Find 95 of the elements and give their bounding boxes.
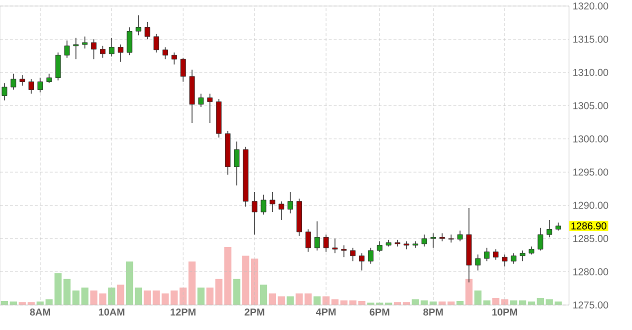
y-tick-label: 1315.00 [573,36,608,43]
candlestick [20,74,26,86]
candlestick [55,52,61,81]
candlestick [198,93,204,108]
x-tick-label: 2PM [244,308,264,316]
x-tick-label: 4PM [316,308,336,316]
candlestick [136,14,142,36]
candlestick [314,220,320,251]
candlestick [305,228,311,252]
candlestick [28,78,34,94]
candlestick [144,22,150,40]
y-tick-label: 1285.00 [573,235,608,242]
bar [72,290,80,305]
candlestick [404,240,410,250]
candlestick [412,240,418,248]
candlestick [162,46,168,60]
bar [54,273,62,305]
candlestick [278,200,284,220]
candlestick [484,247,490,262]
candlestick [359,252,365,271]
bar [134,288,142,305]
bar [260,284,268,305]
candlestick [341,244,347,258]
candlestick [475,254,481,271]
candlestick [73,37,79,60]
candlestick [510,252,516,264]
candlestick [448,234,454,243]
candlestick [207,93,213,124]
bar [206,288,214,305]
candlestick [154,34,160,53]
candlestick [46,73,52,84]
candlestick [538,228,544,251]
candlestick [350,247,356,262]
x-tick-label: 10AM [98,308,124,316]
y-tick-label: 1320.00 [573,2,608,10]
candlestick [493,248,499,260]
bar [197,288,205,305]
bar [278,296,285,305]
candlestick [332,238,338,254]
bar [286,296,294,305]
x-tick-label: 12PM [170,308,196,316]
candlestick [368,247,374,264]
candlestick [376,240,382,252]
candlestick [2,82,8,101]
y-tick-label: 1295.00 [573,168,608,176]
candlestick [37,77,43,93]
candlestick [422,234,428,247]
candlestick [108,37,114,57]
candlestick [91,38,97,60]
x-tick-label: 8AM [30,308,50,316]
bar [465,278,473,305]
candlestick [502,254,508,267]
bar [144,290,151,305]
candlestick [323,234,329,252]
candlestick [82,36,88,49]
bar [474,290,482,305]
bar [233,278,240,305]
x-tick-label: 10PM [492,308,518,316]
bar [251,258,258,305]
y-tick-label: 1290.00 [573,202,608,209]
bar [81,288,88,305]
candlestick [171,52,177,65]
x-tick-label: 6PM [370,308,390,316]
candlestick [546,220,552,238]
candlestick [234,141,240,186]
candlestick [457,230,463,242]
bar [126,262,134,305]
bar [314,296,321,305]
candlestick [260,194,266,216]
candlestick [288,192,294,214]
bar [108,288,116,305]
candlestick [100,45,106,58]
bar [536,298,544,305]
candlestick [10,73,16,90]
y-tick-label: 1280.00 [573,268,608,276]
bar [188,262,196,305]
bar [63,278,71,305]
bar [268,293,276,305]
text: 1286.90 [571,222,606,230]
candlestick [126,26,132,56]
bar [242,256,250,305]
y-tick-label: 1305.00 [573,102,608,110]
y-tick-label: 1310.00 [573,68,608,76]
candlestick [118,44,124,62]
bar [331,299,339,305]
y-tick-label: 1300.00 [573,135,608,142]
candlestick [520,250,526,262]
candlestick [270,192,276,212]
candlestick [64,40,70,58]
candlestick [252,192,258,235]
bar [117,284,124,305]
candlestick [180,57,186,82]
x-tick-label: 8PM [423,308,443,316]
candlestick [430,232,436,248]
y-tick-label: 1275.00 [573,301,608,309]
